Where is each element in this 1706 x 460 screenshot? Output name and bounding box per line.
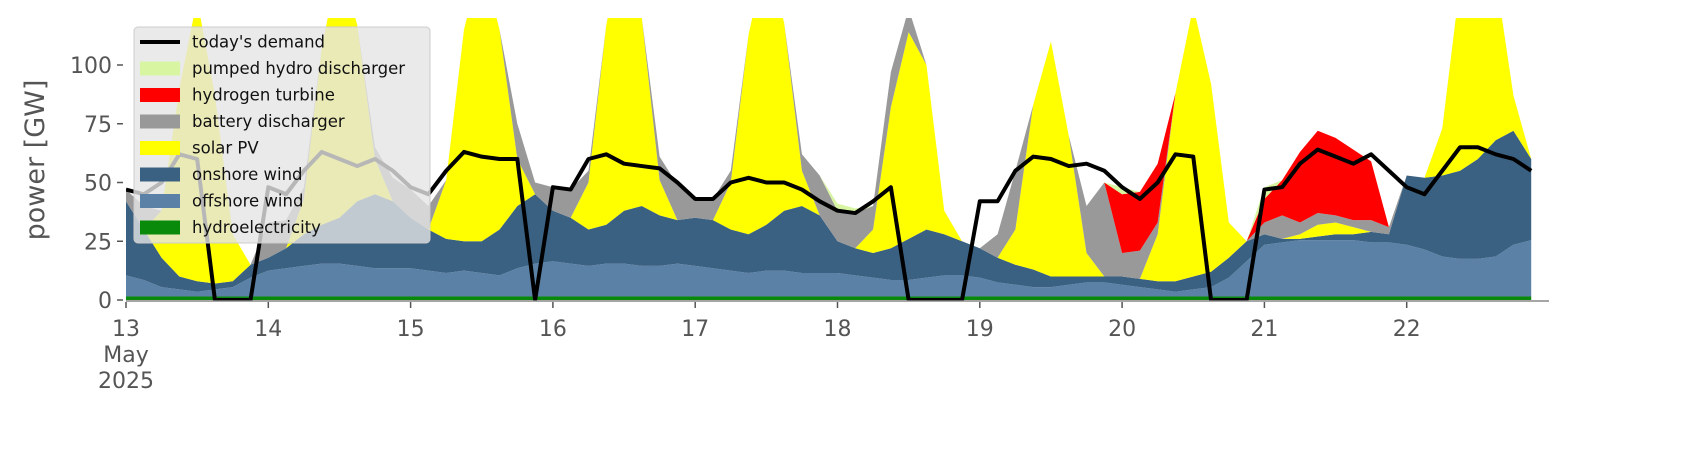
- y-tick-label: 50: [84, 172, 112, 197]
- y-tick-label: 25: [84, 230, 112, 255]
- area: [126, 18, 1532, 284]
- area: [126, 296, 1532, 300]
- legend-label: solar PV: [192, 139, 259, 158]
- x-tick-label: 13 May 2025: [98, 317, 154, 394]
- legend-label: hydrogen turbine: [192, 86, 335, 105]
- legend-swatch: [140, 220, 180, 235]
- x-tick-label: 21: [1250, 317, 1278, 342]
- x-tick-label: 16: [539, 317, 567, 342]
- x-tick-label: 17: [681, 317, 709, 342]
- legend-label: hydroelectricity: [192, 218, 321, 237]
- legend-swatch: [140, 141, 180, 155]
- legend-label: offshore wind: [192, 192, 303, 211]
- legend-label: pumped hydro discharger: [192, 59, 405, 78]
- y-tick-label: 75: [84, 113, 112, 138]
- legend-swatch: [140, 114, 180, 129]
- x-tick-label: 15: [397, 317, 425, 342]
- legend-label: today's demand: [192, 33, 325, 52]
- legend-swatch: [140, 194, 180, 208]
- y-tick-label: 100: [70, 54, 112, 79]
- legend: today's demand pumped hydro discharger hyd…: [133, 26, 431, 244]
- x-tick-label: 18: [824, 317, 852, 342]
- legend-box: [133, 26, 431, 244]
- x-tick-label: 14: [254, 317, 282, 342]
- x-tick-label: 20: [1108, 317, 1136, 342]
- legend-label: battery discharger: [192, 112, 345, 131]
- legend-label: onshore wind: [192, 165, 303, 184]
- x-tick-label: 22: [1393, 317, 1421, 342]
- area: [126, 18, 1532, 279]
- legend-swatch: [140, 167, 180, 182]
- legend-swatch: [140, 88, 180, 102]
- y-tick-label: 0: [98, 289, 112, 314]
- legend-swatch: [140, 61, 180, 76]
- plot-area: [126, 18, 1533, 301]
- area: [126, 240, 1532, 297]
- y-axis-label: power [GW]: [20, 80, 51, 241]
- area: [126, 130, 1532, 292]
- x-tick-label: 19: [966, 317, 994, 342]
